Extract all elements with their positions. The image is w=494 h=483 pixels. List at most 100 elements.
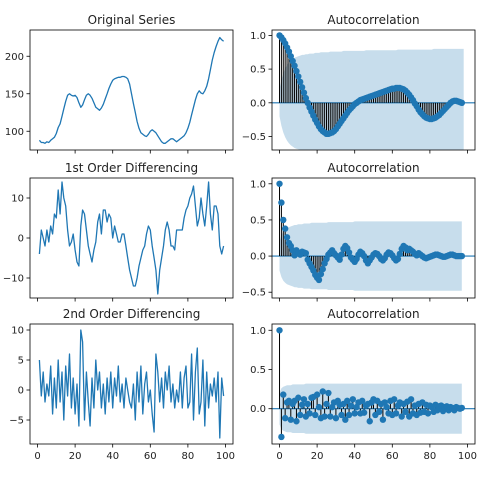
y-tick-label: −10 bbox=[3, 274, 24, 285]
acf-point bbox=[351, 410, 358, 417]
acf-point bbox=[338, 411, 345, 419]
acf-point bbox=[327, 413, 334, 420]
x-tick-label: 40 bbox=[348, 451, 361, 462]
axes-frame bbox=[271, 29, 476, 151]
panel-4: Autocorrelation −0.5 0.0 0.5 1.0 bbox=[242, 161, 476, 302]
acf-point bbox=[383, 403, 390, 411]
acf-point bbox=[338, 251, 345, 258]
acf-point bbox=[345, 249, 353, 256]
acf-point bbox=[300, 396, 308, 403]
y-tick-label: −5 bbox=[9, 416, 24, 427]
y-tick-label: 0.5 bbox=[250, 65, 266, 76]
acf-point bbox=[317, 270, 325, 278]
acf-point bbox=[280, 216, 287, 224]
plot-area bbox=[38, 329, 225, 439]
acf-point bbox=[323, 400, 330, 408]
panel-5: 2nd Order Differencing 0 20 40 60 80 100 −5 0 5 10 bbox=[9, 307, 235, 462]
y-tick-label: −0.5 bbox=[242, 132, 266, 143]
y-tick-label: 200 bbox=[5, 52, 24, 63]
acf-point bbox=[458, 252, 466, 260]
plot-area bbox=[272, 327, 475, 441]
acf-point bbox=[319, 265, 326, 273]
acf-point bbox=[336, 256, 343, 263]
acf-point bbox=[347, 402, 355, 409]
axes-frame bbox=[29, 29, 234, 151]
y-tick-label: 0.0 bbox=[250, 404, 266, 415]
acf-point bbox=[319, 388, 326, 395]
acf-point bbox=[392, 410, 400, 417]
series-line bbox=[38, 181, 225, 295]
acf-point bbox=[276, 180, 283, 187]
acf-point bbox=[296, 78, 304, 86]
x-tick-label: 0 bbox=[276, 451, 282, 462]
x-tick-label: 60 bbox=[144, 451, 157, 462]
panel-title: Autocorrelation bbox=[327, 161, 419, 175]
acf-point bbox=[302, 249, 310, 257]
panel-title: 1st Order Differencing bbox=[65, 161, 198, 175]
y-tick-label: 10 bbox=[11, 326, 24, 337]
series-line bbox=[38, 329, 225, 439]
acf-point bbox=[390, 396, 398, 403]
acf-point bbox=[287, 416, 294, 423]
panel-title: Autocorrelation bbox=[327, 13, 419, 27]
x-tick-label: 80 bbox=[424, 451, 437, 462]
acf-point bbox=[306, 410, 313, 417]
panel-title: Autocorrelation bbox=[327, 307, 419, 321]
x-tick-label: 0 bbox=[34, 451, 40, 462]
y-tick-label: 1.0 bbox=[250, 179, 266, 190]
axes-frame bbox=[271, 177, 476, 299]
acf-point bbox=[278, 199, 285, 206]
acf-point bbox=[276, 327, 283, 334]
x-tick-label: 80 bbox=[182, 451, 195, 462]
acf-point bbox=[278, 433, 285, 441]
x-tick-label: 100 bbox=[458, 451, 477, 462]
y-tick-label: 0.0 bbox=[250, 252, 266, 263]
y-tick-label: 0 bbox=[18, 234, 24, 245]
acf-point bbox=[366, 418, 373, 425]
y-tick-label: 0.5 bbox=[250, 365, 266, 376]
y-tick-label: 0.0 bbox=[250, 98, 266, 109]
acf-point bbox=[402, 408, 409, 416]
x-tick-label: 20 bbox=[311, 451, 324, 462]
y-tick-label: 1.0 bbox=[250, 326, 266, 337]
y-tick-label: 100 bbox=[5, 127, 24, 138]
acf-point bbox=[360, 409, 368, 416]
x-tick-label: 100 bbox=[216, 451, 235, 462]
acf-point bbox=[332, 414, 340, 422]
acf-point bbox=[304, 400, 311, 408]
acf-point bbox=[375, 408, 383, 416]
acf-point bbox=[298, 401, 306, 408]
panel-1: Original Series 100 150 200 bbox=[5, 13, 234, 154]
x-tick-label: 40 bbox=[106, 451, 119, 462]
acf-point bbox=[321, 413, 328, 420]
plot-area bbox=[272, 32, 475, 150]
acf-point bbox=[315, 403, 323, 411]
axes-frame bbox=[29, 323, 234, 445]
acf-point bbox=[281, 414, 289, 422]
panel-title: 2nd Order Differencing bbox=[63, 307, 201, 321]
acf-point bbox=[300, 89, 308, 96]
y-tick-label: −0.5 bbox=[242, 288, 266, 299]
y-tick-label: 5 bbox=[18, 356, 24, 367]
acf-point bbox=[398, 413, 405, 420]
acf-point bbox=[283, 234, 291, 241]
axes-frame bbox=[271, 323, 476, 445]
panel-title: Original Series bbox=[88, 13, 176, 27]
acf-point bbox=[298, 84, 306, 91]
acf-point bbox=[379, 416, 387, 423]
acf-point bbox=[296, 411, 304, 419]
y-tick-label: 10 bbox=[11, 194, 24, 205]
acf-point bbox=[407, 396, 415, 403]
acf-point bbox=[315, 276, 323, 284]
panel-3: 1st Order Differencing −10 0 10 bbox=[3, 161, 234, 302]
acf-point bbox=[313, 391, 321, 398]
acf-point bbox=[359, 397, 366, 405]
y-tick-label: 150 bbox=[5, 89, 24, 100]
acf-point bbox=[312, 411, 319, 419]
acf-point bbox=[343, 397, 351, 405]
y-tick-label: 0 bbox=[18, 386, 24, 397]
acf-point bbox=[424, 410, 432, 417]
acf-point bbox=[394, 255, 402, 263]
plot-area bbox=[38, 181, 225, 295]
